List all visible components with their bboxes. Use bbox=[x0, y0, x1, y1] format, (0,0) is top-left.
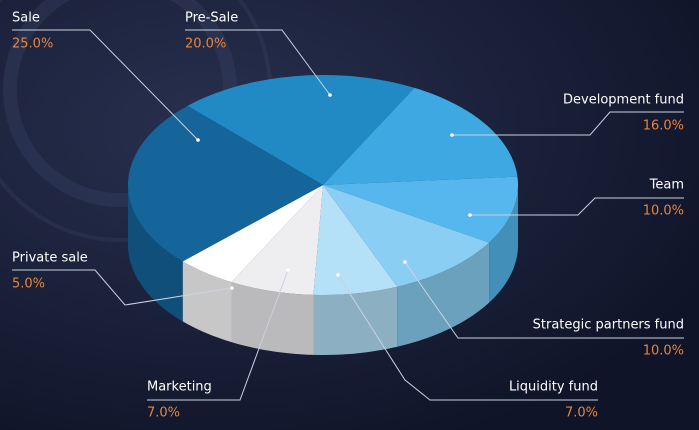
slice-side bbox=[313, 286, 398, 355]
slice-side bbox=[489, 185, 518, 303]
slice bbox=[323, 185, 490, 287]
leader-dot bbox=[336, 273, 340, 277]
slice-value-label: 20.0% bbox=[185, 37, 226, 52]
leader-dot bbox=[196, 138, 200, 142]
slice-label: Development fund bbox=[563, 93, 684, 108]
leader-line bbox=[337, 274, 598, 401]
leader-line bbox=[185, 29, 331, 96]
slice-label: Pre-Sale bbox=[185, 11, 238, 26]
slice-side bbox=[397, 242, 490, 347]
slice-label: Liquidity fund bbox=[509, 380, 598, 395]
slice bbox=[231, 185, 323, 295]
slice-value-label: 10.0% bbox=[643, 344, 684, 359]
leader-dot bbox=[403, 260, 407, 264]
leader-line bbox=[12, 269, 233, 306]
slice-side bbox=[128, 185, 183, 322]
leader-dot bbox=[450, 133, 454, 137]
slice-value-label: 25.0% bbox=[12, 37, 53, 52]
slice-label: Strategic partners fund bbox=[533, 318, 684, 333]
slice bbox=[313, 185, 398, 295]
slice-label: Marketing bbox=[147, 380, 212, 395]
leader-line bbox=[470, 197, 684, 216]
leader-line bbox=[12, 29, 199, 141]
leader-dot bbox=[230, 286, 234, 290]
slice-label: Private sale bbox=[12, 251, 88, 266]
slice bbox=[128, 105, 323, 262]
slice-value-label: 16.0% bbox=[643, 119, 684, 134]
leader-line bbox=[147, 269, 289, 401]
slice bbox=[323, 176, 518, 243]
leader-line bbox=[452, 111, 684, 136]
slice-label: Team bbox=[649, 178, 684, 193]
leader-dot bbox=[468, 213, 472, 217]
slice-value-label: 10.0% bbox=[643, 204, 684, 219]
leader-dot bbox=[286, 268, 290, 272]
labels: Pre-Sale 20.0% Development fund 16.0% Team 10… bbox=[12, 11, 684, 421]
slice-value-label: 7.0% bbox=[565, 406, 598, 421]
slice-value-label: 5.0% bbox=[12, 277, 45, 292]
leader-line bbox=[404, 261, 684, 339]
slice-side bbox=[231, 282, 314, 355]
slice bbox=[187, 75, 415, 185]
slice-label: Sale bbox=[12, 11, 40, 26]
slice bbox=[182, 185, 323, 283]
leader-dot bbox=[328, 93, 332, 97]
slice-value-label: 7.0% bbox=[147, 406, 180, 421]
slice bbox=[323, 87, 518, 185]
pie bbox=[128, 75, 518, 355]
slice-side bbox=[182, 261, 232, 343]
